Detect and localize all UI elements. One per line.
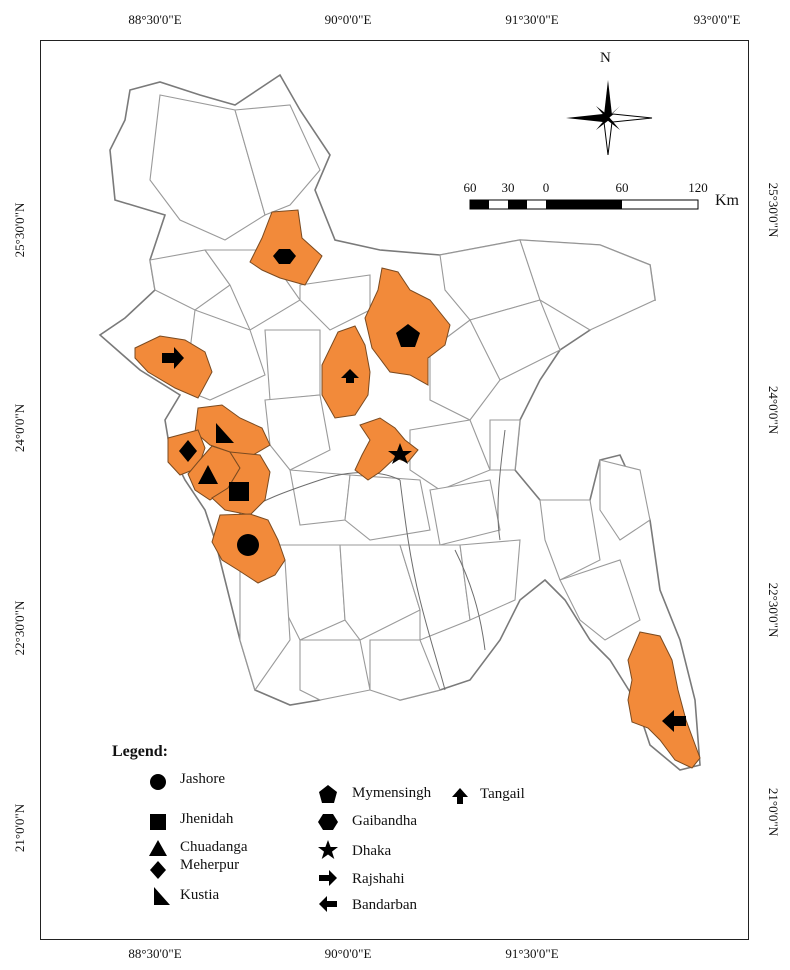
legend-label-rajshahi: Rajshahi	[352, 871, 405, 887]
district-bandarban	[627, 631, 701, 769]
hexagon-icon	[318, 814, 338, 830]
top-lon-label-4: 93°0'0"E	[693, 12, 741, 27]
highlighted-districts	[134, 209, 701, 769]
arrow-left-icon	[319, 896, 337, 912]
district-tangail	[321, 325, 371, 419]
legend-label-chuadanga: Chuadanga	[180, 839, 248, 855]
scale-tick-3: 0	[542, 180, 550, 195]
jashore-marker	[237, 534, 259, 556]
scale-bar	[469, 199, 699, 210]
triangle-icon	[149, 840, 167, 856]
scale-tick-1: 60	[463, 180, 477, 195]
district-kustia	[194, 404, 271, 459]
bottom-lon-label-1: 88°30'0"E	[128, 946, 182, 961]
rajshahi-marker	[162, 347, 184, 369]
district-rajshahi	[134, 335, 213, 399]
north-label: N	[600, 50, 611, 66]
top-lon-label-3: 91°30'0"E	[505, 12, 559, 27]
jhenidah-marker	[229, 482, 249, 501]
bottom-lon-label-2: 90°0'0"E	[324, 946, 372, 961]
legend-label-gaibandha: Gaibandha	[352, 813, 417, 829]
legend-label-mymensingh: Mymensingh	[352, 785, 432, 801]
right-triangle-icon	[154, 887, 170, 905]
meherpur-marker	[179, 440, 197, 462]
legend-label-meherpur: Meherpur	[180, 857, 240, 873]
arrow-up-icon	[452, 788, 468, 804]
scale-tick-4: 60	[615, 180, 629, 195]
top-lon-label-1: 88°30'0"E	[128, 12, 182, 27]
square-icon	[150, 814, 166, 830]
district-dhaka	[354, 417, 419, 481]
tangail-marker	[341, 369, 359, 383]
kustia-marker	[216, 423, 234, 443]
legend-label-kustia: Kustia	[180, 887, 220, 903]
chuadanga-marker	[198, 465, 218, 484]
pentagon-icon	[319, 785, 337, 803]
scale-tick-2: 30	[501, 180, 515, 195]
circle-icon	[150, 774, 166, 790]
mymensingh-marker	[396, 324, 420, 347]
arrow-right-icon	[319, 870, 337, 886]
top-lon-label-2: 90°0'0"E	[324, 12, 372, 27]
legend-title: Legend:	[112, 743, 168, 760]
district-boundaries	[149, 94, 656, 701]
legend-label-tangail: Tangail	[480, 786, 525, 802]
star-icon	[318, 840, 338, 859]
legend-label-bandarban: Bandarban	[352, 897, 417, 913]
diamond-icon	[150, 861, 166, 879]
district-gaibandha	[249, 209, 323, 286]
district-markers	[162, 249, 686, 732]
dhaka-marker	[388, 443, 412, 464]
bottom-lon-label-3: 91°30'0"E	[505, 946, 559, 961]
scale-tick-5: 120	[688, 180, 708, 195]
legend-label-dhaka: Dhaka	[352, 843, 392, 859]
legend-label-jashore: Jashore	[180, 771, 225, 787]
bandarban-marker	[662, 710, 686, 732]
gaibandha-marker	[273, 249, 296, 264]
legend-label-jhenidah: Jhenidah	[180, 811, 234, 827]
north-arrow	[566, 80, 653, 156]
scale-unit: Km	[715, 192, 739, 209]
